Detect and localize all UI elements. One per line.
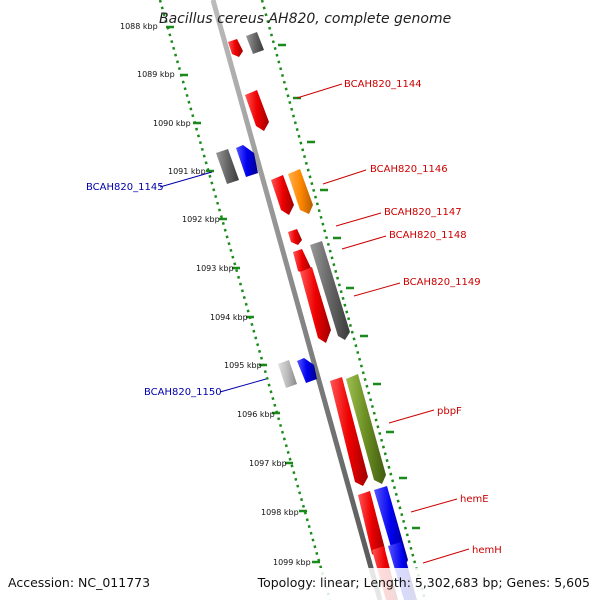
gene-label[interactable]: hemH bbox=[472, 545, 502, 556]
gene-arrow[interactable] bbox=[228, 39, 243, 57]
kbp-label: 1094 kbp bbox=[210, 313, 248, 322]
gene-arrow[interactable] bbox=[293, 249, 311, 274]
kbp-guide-line bbox=[158, 0, 332, 600]
kbp-label: 1095 kbp bbox=[224, 361, 262, 370]
kbp-ticks bbox=[166, 25, 320, 564]
gene-arrow[interactable] bbox=[278, 360, 297, 388]
gene-label[interactable]: BCAH820_1147 bbox=[384, 207, 462, 218]
reverse-gene-labels: BCAH820_1145 BCAH820_1150 bbox=[86, 182, 222, 398]
gene-arrow[interactable] bbox=[216, 149, 239, 184]
gene-arrow[interactable] bbox=[288, 229, 302, 245]
reverse-strand-genes bbox=[216, 145, 317, 388]
kbp-label: 1089 kbp bbox=[137, 70, 175, 79]
kbp-label: 1099 kbp bbox=[273, 558, 311, 567]
gene-label[interactable]: BCAH820_1149 bbox=[403, 277, 481, 288]
kbp-label: 1091 kbp bbox=[168, 167, 206, 176]
kbp-label: 1096 kbp bbox=[237, 410, 275, 419]
gene-label[interactable]: hemE bbox=[460, 494, 489, 505]
gene-label[interactable]: pbpF bbox=[437, 406, 462, 417]
label-leaders bbox=[159, 83, 470, 564]
gene-label[interactable]: BCAH820_1145 bbox=[86, 182, 164, 193]
gene-arrow[interactable] bbox=[300, 267, 331, 343]
forward-strand-genes bbox=[228, 32, 417, 600]
genome-title: Bacillus cereus AH820, complete genome bbox=[159, 11, 451, 27]
kbp-label: 1092 kbp bbox=[182, 215, 220, 224]
gene-arrow[interactable] bbox=[358, 491, 385, 558]
kbp-label: 1098 kbp bbox=[261, 508, 299, 517]
gene-arrow[interactable] bbox=[346, 374, 386, 484]
accession-text: Accession: NC_011773 bbox=[8, 575, 150, 590]
forward-gene-labels: BCAH820_1144 BCAH820_1146 BCAH820_1147 B… bbox=[344, 79, 502, 556]
kbp-label: 1093 kbp bbox=[196, 264, 234, 273]
gene-label[interactable]: BCAH820_1148 bbox=[389, 230, 467, 241]
footer-background bbox=[0, 568, 600, 600]
gene-label[interactable]: BCAH820_1150 bbox=[144, 387, 222, 398]
gene-arrow[interactable] bbox=[236, 145, 258, 177]
gene-arrow[interactable] bbox=[330, 377, 368, 486]
kbp-label: 1090 kbp bbox=[153, 119, 191, 128]
gene-arrow[interactable] bbox=[310, 241, 350, 340]
gene-arrow[interactable] bbox=[288, 169, 313, 214]
gene-arrow[interactable] bbox=[297, 358, 317, 383]
kbp-label: 1088 kbp bbox=[120, 22, 158, 31]
gene-label[interactable]: BCAH820_1144 bbox=[344, 79, 422, 90]
gene-guide-line bbox=[260, 0, 427, 600]
gene-label[interactable]: BCAH820_1146 bbox=[370, 164, 448, 175]
gene-arrow[interactable] bbox=[246, 32, 264, 54]
gene-arrow[interactable] bbox=[245, 90, 269, 131]
kbp-labels: 1088 kbp 1089 kbp 1090 kbp 1091 kbp 1092… bbox=[120, 22, 311, 567]
topology-text: Topology: linear; Length: 5,302,683 bp; … bbox=[257, 575, 590, 590]
gene-guide-ticks bbox=[278, 43, 420, 530]
chromosome-axis bbox=[210, 0, 383, 600]
gene-arrow[interactable] bbox=[271, 175, 294, 215]
kbp-label: 1097 kbp bbox=[249, 459, 287, 468]
